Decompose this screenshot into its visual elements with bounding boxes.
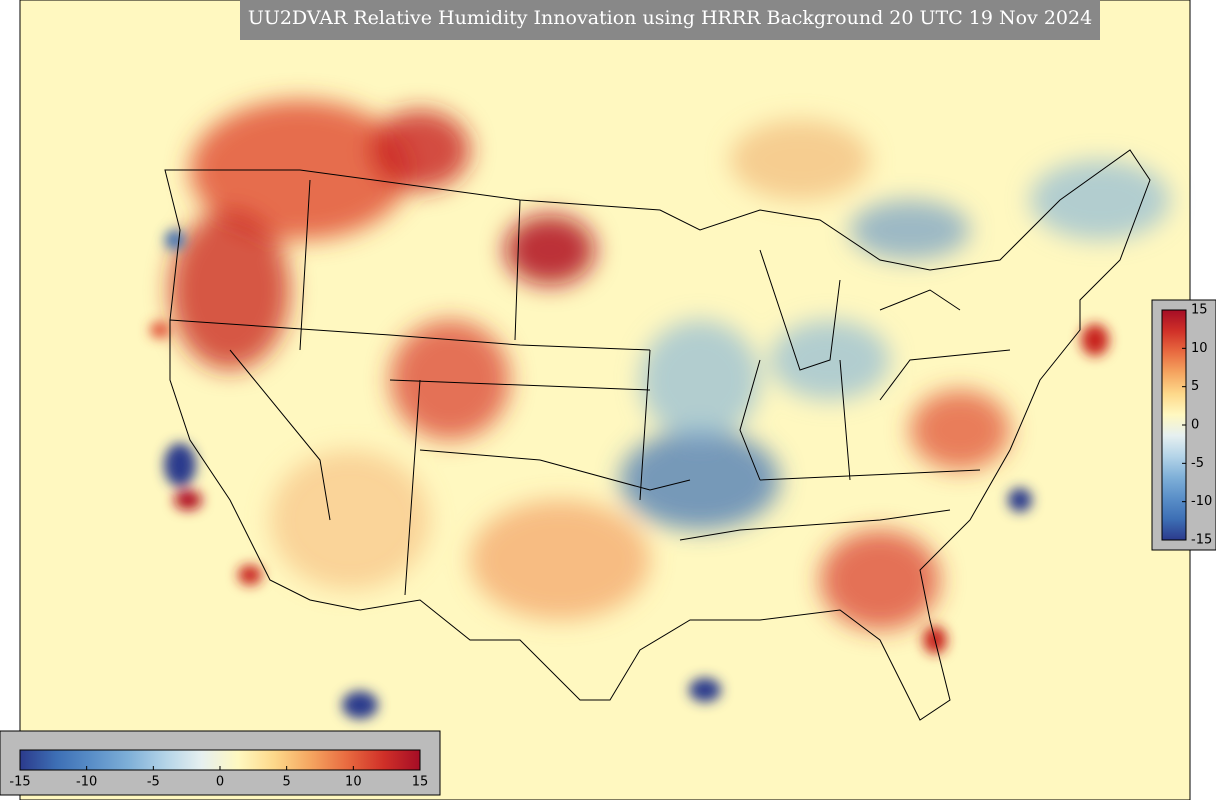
tick-label: 5 xyxy=(1191,379,1199,394)
tick-label: 10 xyxy=(1191,341,1208,356)
tick-label: 0 xyxy=(1191,418,1199,433)
title-background xyxy=(240,0,1100,40)
tick-label: -5 xyxy=(147,775,160,790)
tick-label: -10 xyxy=(1191,494,1212,509)
tick-label: -10 xyxy=(76,775,97,790)
tick-label: -15 xyxy=(9,775,30,790)
tick-label: -5 xyxy=(1191,456,1204,471)
title-box: UU2DVAR Relative Humidity Innovation usi… xyxy=(240,0,1100,40)
tick-label: 0 xyxy=(216,775,224,790)
map-frame xyxy=(19,0,1191,800)
tick-label: 15 xyxy=(412,775,429,790)
offshore-features xyxy=(150,230,1109,719)
tick-label: 5 xyxy=(283,775,291,790)
tick-label: 10 xyxy=(345,775,362,790)
tick-label: 15 xyxy=(1191,303,1208,318)
tick-label: -15 xyxy=(1191,533,1212,548)
innovation-field xyxy=(170,100,1170,630)
map-title: UU2DVAR Relative Humidity Innovation usi… xyxy=(248,7,1092,29)
boundaries xyxy=(164,149,1151,721)
